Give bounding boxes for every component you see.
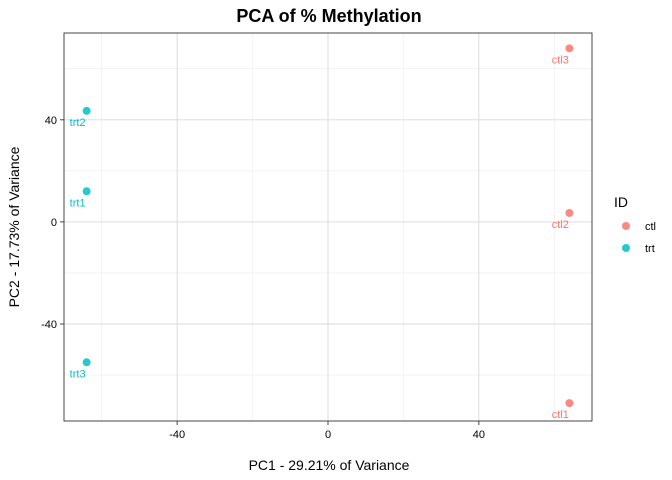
x-axis-label: PC1 - 29.21% of Variance	[249, 457, 410, 473]
point-label-ctl2: ctl2	[552, 219, 569, 231]
legend-label-ctl: ctl	[645, 221, 656, 233]
data-point-trt3	[82, 358, 91, 367]
axis-ticks: -40 0 40 -40 0 40	[41, 115, 485, 441]
legend-key-ctl	[622, 222, 630, 230]
x-tick-label: 40	[473, 429, 485, 441]
data-point-ctl1	[565, 399, 574, 408]
legend-key-trt	[622, 244, 630, 252]
x-tick-label: 0	[325, 429, 331, 441]
legend-title: ID	[614, 194, 628, 210]
point-label-ctl3: ctl3	[552, 54, 569, 66]
data-point-trt2	[82, 106, 91, 115]
point-label-trt2: trt2	[70, 117, 86, 129]
legend: ID ctl trt	[614, 194, 656, 255]
data-point-trt1	[82, 187, 91, 196]
y-tick-label: 0	[51, 217, 57, 229]
grid	[64, 33, 592, 421]
data-point-ctl3	[565, 44, 574, 53]
x-tick-label: -40	[169, 429, 185, 441]
y-tick-label: -40	[41, 319, 57, 331]
point-label-ctl1: ctl1	[552, 409, 569, 421]
data-point-ctl2	[565, 208, 574, 217]
point-label-trt3: trt3	[70, 368, 86, 380]
y-tick-label: 40	[45, 115, 57, 127]
point-label-trt1: trt1	[70, 197, 86, 209]
data-points: ctl1 ctl2 ctl3 trt1 trt2 trt3	[70, 44, 574, 421]
legend-label-trt: trt	[645, 243, 655, 255]
chart-title: PCA of % Methylation	[236, 6, 421, 26]
y-axis-label: PC2 - 17.73% of Variance	[6, 146, 22, 307]
